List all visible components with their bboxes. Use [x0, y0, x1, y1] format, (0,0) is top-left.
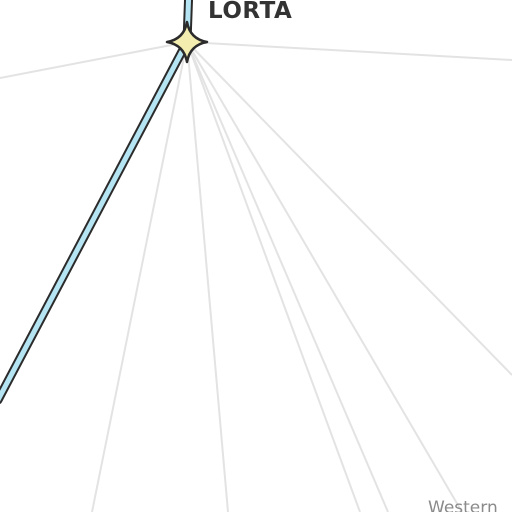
radial-line	[186, 41, 389, 512]
region-label: Western	[428, 498, 498, 512]
radial-line	[186, 41, 512, 61]
radial-line	[186, 41, 229, 512]
radial-line	[186, 41, 463, 512]
waypoint-star-icon[interactable]	[165, 20, 209, 64]
radial-lines	[0, 41, 512, 512]
route-fill-southwest	[0, 39, 190, 402]
radial-line	[91, 41, 188, 512]
radial-line	[186, 41, 361, 512]
radial-line	[186, 41, 512, 376]
waypoint-label: LORTA	[208, 0, 293, 24]
radial-line	[0, 41, 188, 79]
